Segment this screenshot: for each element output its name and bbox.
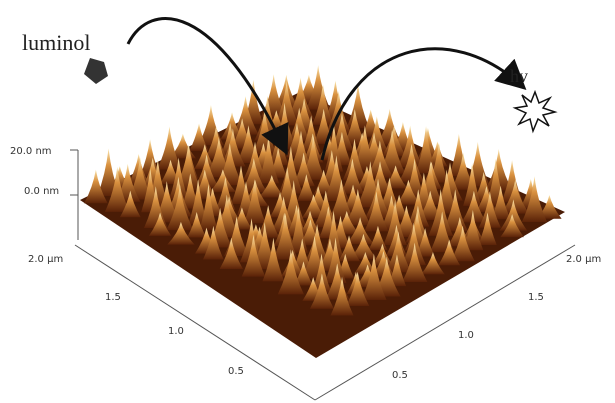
left-tick: 1.0 (168, 326, 184, 337)
right-tick: 1.0 (458, 330, 474, 341)
z-tick: 0.0 nm (24, 186, 59, 197)
left-tick: 2.0 µm (28, 254, 63, 265)
hv-label: hv (510, 66, 528, 86)
right-tick: 0.5 (392, 370, 408, 381)
z-tick: 20.0 nm (10, 146, 52, 157)
left-tick: 0.5 (228, 366, 244, 377)
light-burst (515, 92, 555, 131)
luminol-label: luminol (22, 30, 90, 55)
luminol-molecule (84, 58, 108, 84)
surface-spikes (84, 65, 561, 315)
right-tick: 2.0 µm (566, 254, 601, 265)
right-tick: 1.5 (528, 292, 544, 303)
figure: luminol hv 20.0 nm 0.0 nm 2.0 µm 1.5 1.0… (0, 0, 615, 403)
spike (347, 85, 370, 128)
left-tick: 1.5 (105, 292, 121, 303)
